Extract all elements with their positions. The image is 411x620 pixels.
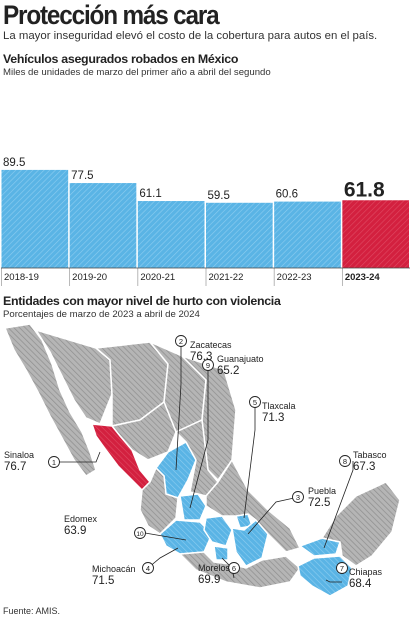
- state-name-label: Puebla: [308, 486, 336, 496]
- state-name-label: Tabasco: [353, 450, 387, 460]
- rank-number: 2: [179, 337, 183, 346]
- bar-chart: 89.5 2018-19 77.5 2019-20 61.1 2020-21 59.5 202…: [1, 157, 410, 286]
- state-value-label: 68.4: [349, 578, 372, 590]
- rank-marker-8: [339, 455, 351, 467]
- rank-number: 3: [296, 493, 300, 502]
- state-name-label: Michoacán: [92, 564, 136, 574]
- map-guanajuato: [179, 493, 207, 521]
- rank-number: 8: [343, 457, 347, 466]
- rank-marker-10: [134, 527, 146, 539]
- bar-value-label: 77.5: [71, 170, 93, 182]
- bar-value-label: 61.8: [344, 178, 385, 201]
- page-title: Protección más cara: [3, 0, 220, 30]
- state-name-label: Morelos: [198, 563, 231, 573]
- state-value-label: 67.3: [353, 461, 375, 473]
- map-tabasco: [298, 537, 341, 557]
- rank-marker-1: [48, 456, 60, 468]
- rank-marker-9: [202, 359, 214, 371]
- map-puebla: [231, 518, 269, 567]
- bar-chart-subtitle: Miles de unidades de marzo del primer añ…: [3, 67, 271, 78]
- map-nuevo-leon-tamaulipas: [181, 355, 237, 482]
- category-label: 2023-24: [345, 272, 381, 283]
- state-value-label: 76.7: [4, 461, 26, 473]
- bar-2020-21: [137, 201, 205, 268]
- category-label: 2022-23: [277, 272, 312, 283]
- state-name-label: Edomex: [64, 514, 98, 524]
- map-chiapas: [297, 555, 353, 597]
- rank-number: 1: [52, 458, 56, 467]
- category-label: 2021-22: [209, 272, 244, 283]
- rank-number: 4: [146, 564, 150, 573]
- rank-number: 6: [232, 564, 236, 573]
- state-value-label: 63.9: [64, 525, 86, 537]
- bar-2021-22: [206, 202, 273, 268]
- bar-value-label: 59.5: [208, 190, 230, 202]
- state-name-label: Zacatecas: [190, 340, 232, 350]
- rank-marker-6: [228, 562, 240, 574]
- bar-2022-23: [274, 201, 341, 268]
- rank-number: 5: [253, 398, 257, 407]
- bar-value-label: 89.5: [3, 157, 25, 169]
- rank-marker-7: [336, 562, 348, 574]
- rank-number: 9: [206, 361, 210, 370]
- state-name-label: Chiapas: [349, 567, 383, 577]
- state-value-label: 71.5: [92, 575, 114, 587]
- rank-number: 10: [136, 531, 144, 538]
- rank-marker-2: [175, 335, 187, 347]
- map-title: Entidades con mayor nivel de hurto con v…: [3, 294, 281, 308]
- state-name-label: Tlaxcala: [262, 401, 296, 411]
- page-subtitle: La mayor inseguridad elevó el costo de l…: [3, 30, 378, 42]
- state-name-label: Sinaloa: [4, 450, 34, 460]
- source-note: Fuente: AMIS.: [3, 606, 61, 616]
- map-yucatan-peninsula: [320, 481, 401, 567]
- category-label: 2019-20: [72, 272, 107, 283]
- map-guerrero-oaxaca: [178, 551, 302, 589]
- bars-layer: 89.5 2018-19 77.5 2019-20 61.1 2020-21 59.5 202…: [1, 157, 410, 286]
- rank-marker-4: [142, 562, 154, 574]
- rank-marker-5: [249, 396, 261, 408]
- state-value-label: 71.3: [262, 412, 284, 424]
- map-baja-california: [3, 323, 97, 477]
- bar-2018-19: [1, 169, 69, 268]
- bar-2019-20: [69, 183, 137, 268]
- bar-value-label: 60.6: [276, 189, 298, 201]
- map-nayarit-jalisco: [139, 466, 179, 535]
- map-michoacan: [159, 519, 213, 555]
- state-value-label: 72.5: [308, 497, 330, 509]
- state-value-label: 65.2: [217, 365, 239, 377]
- bar-2023-24: [342, 200, 409, 268]
- bar-value-label: 61.1: [139, 188, 161, 200]
- category-label: 2018-19: [4, 272, 39, 283]
- state-value-label: 69.9: [198, 574, 220, 586]
- map-veracruz-hidalgo: [205, 458, 302, 553]
- rank-marker-3: [292, 491, 304, 503]
- category-label: 2020-21: [140, 272, 175, 283]
- rank-number: 7: [340, 564, 344, 573]
- map-morelos: [213, 545, 229, 561]
- map-subtitle: Porcentajes de marzo de 2023 a abril de …: [3, 309, 200, 320]
- bar-chart-title: Vehículos asegurados robados en México: [3, 52, 239, 66]
- state-name-label: Guanajuato: [217, 354, 264, 364]
